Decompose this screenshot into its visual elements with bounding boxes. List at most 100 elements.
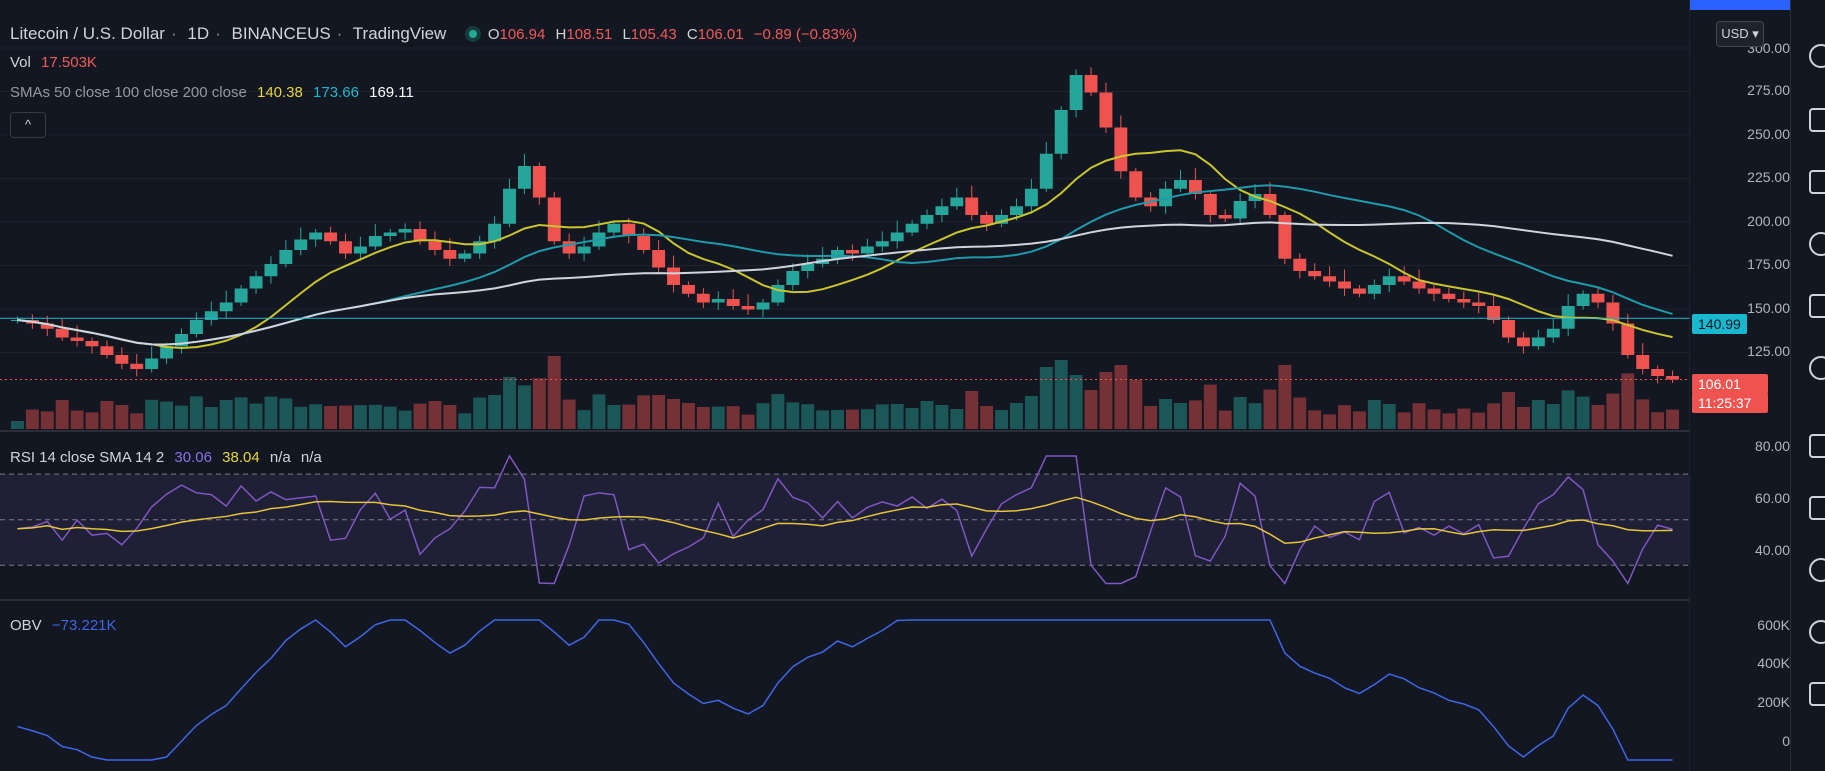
candle	[577, 246, 591, 254]
data-source: TradingView	[352, 24, 447, 43]
candle	[368, 236, 382, 247]
volume-bar	[831, 410, 844, 429]
rsi-extra-2: n/a	[300, 449, 322, 466]
candle	[1263, 194, 1277, 215]
volume-bar	[726, 406, 740, 429]
rsi-tick: 80.00	[1754, 438, 1790, 454]
sma50-line	[17, 149, 1673, 350]
candle	[1516, 337, 1530, 347]
watchlist-icon[interactable]	[1809, 108, 1825, 132]
interval[interactable]: 1D	[187, 24, 210, 43]
volume-bar	[1054, 360, 1068, 429]
volume-bar	[1666, 409, 1679, 429]
volume-bar	[741, 414, 755, 429]
lightbulb-icon[interactable]	[1809, 356, 1825, 380]
candle	[40, 323, 54, 329]
obv-legend[interactable]: OBV −73.221K	[10, 617, 123, 634]
candle	[219, 302, 233, 312]
volume-bar	[70, 410, 84, 429]
volume-legend[interactable]: Vol 17.503K	[10, 54, 103, 71]
candle	[488, 223, 502, 242]
candle	[309, 232, 323, 240]
candle	[204, 311, 218, 320]
play-icon[interactable]	[1809, 620, 1825, 644]
rsi-tick: 40.00	[1754, 542, 1790, 558]
volume-bar	[562, 399, 576, 429]
price-tick: 275.00	[1747, 82, 1790, 98]
candle	[875, 241, 889, 247]
volume-bar	[100, 401, 114, 429]
candle	[264, 264, 278, 277]
price-tick: 125.00	[1747, 343, 1790, 359]
volume-bar	[1114, 365, 1128, 429]
currency-button[interactable]: USD ▾	[1716, 21, 1764, 47]
volume-bar	[309, 404, 323, 429]
alarm-clock-icon[interactable]	[1809, 44, 1825, 68]
candle	[100, 346, 114, 355]
rsi-value: 30.06	[174, 449, 212, 466]
sma-legend[interactable]: SMAs 50 close 100 close 200 close 140.38…	[10, 84, 420, 101]
volume-bar	[1233, 397, 1247, 429]
volume-bar	[1561, 390, 1575, 429]
volume-bar	[965, 391, 979, 429]
rsi-line	[17, 454, 1673, 586]
candle	[860, 246, 874, 254]
candle	[1039, 153, 1053, 189]
candle	[145, 358, 159, 369]
volume-bar	[473, 397, 487, 429]
broadcast-icon[interactable]	[1809, 558, 1825, 582]
message-icon[interactable]	[1809, 496, 1825, 520]
candle	[55, 328, 69, 338]
volume-bar	[1203, 384, 1217, 429]
sma-label: SMAs 50 close 100 close 200 close	[10, 84, 247, 101]
volume-bar	[950, 409, 964, 429]
candle	[1099, 92, 1113, 128]
rsi-label: RSI 14 close SMA 14 2	[10, 449, 165, 466]
symbol-legend[interactable]: Litecoin / U.S. Dollar · 1D · BINANCEUS · T…	[10, 24, 869, 44]
grid-icon[interactable]	[1809, 294, 1825, 318]
volume-bar	[25, 409, 39, 429]
calendar-icon[interactable]	[1809, 170, 1825, 194]
crosshair-price-label: 140.99	[1692, 314, 1747, 334]
volume-bar	[85, 412, 99, 429]
candle	[160, 346, 174, 359]
volume-bar	[1129, 380, 1143, 429]
candle	[1487, 306, 1501, 320]
volume-bar	[1174, 403, 1187, 429]
exchange: BINANCEUS	[231, 24, 331, 43]
rsi-legend[interactable]: RSI 14 close SMA 14 2 30.06 38.04 n/a n/…	[10, 449, 328, 466]
volume-bar	[816, 410, 830, 429]
price-tick: 250.00	[1747, 126, 1790, 142]
candle	[652, 250, 666, 268]
volume-bar	[980, 406, 994, 429]
candle	[1352, 288, 1366, 294]
volume-bar	[279, 398, 293, 429]
candle	[681, 285, 695, 294]
volume-bar	[428, 401, 442, 429]
chart-icon[interactable]	[1809, 232, 1825, 256]
volume-value: 17.503K	[41, 54, 97, 71]
market-status-icon	[469, 29, 478, 38]
volume-bar	[1651, 412, 1665, 429]
chart-canvas[interactable]	[0, 0, 1690, 771]
candle	[339, 241, 352, 254]
candle	[1442, 293, 1456, 299]
candle	[1338, 281, 1351, 289]
notification-icon[interactable]	[1809, 682, 1825, 706]
candle	[85, 341, 99, 347]
volume-bar	[443, 405, 457, 429]
volume-bar	[189, 396, 203, 429]
volume-bar	[324, 406, 338, 429]
price-tick: 225.00	[1747, 169, 1790, 185]
volume-bar	[1397, 412, 1411, 429]
collapse-legend-button[interactable]: ^	[10, 112, 46, 138]
volume-bar	[1546, 404, 1560, 429]
chat-icon[interactable]	[1809, 434, 1825, 458]
candle	[622, 223, 636, 236]
volume-bar	[1263, 389, 1277, 429]
volume-bar	[1084, 390, 1098, 429]
price-axis[interactable]: 300.00 275.00 250.00 225.00 200.00 175.0…	[1690, 0, 1790, 771]
candle	[1203, 194, 1217, 215]
volume-bar	[1472, 412, 1486, 429]
candle	[1367, 285, 1381, 294]
